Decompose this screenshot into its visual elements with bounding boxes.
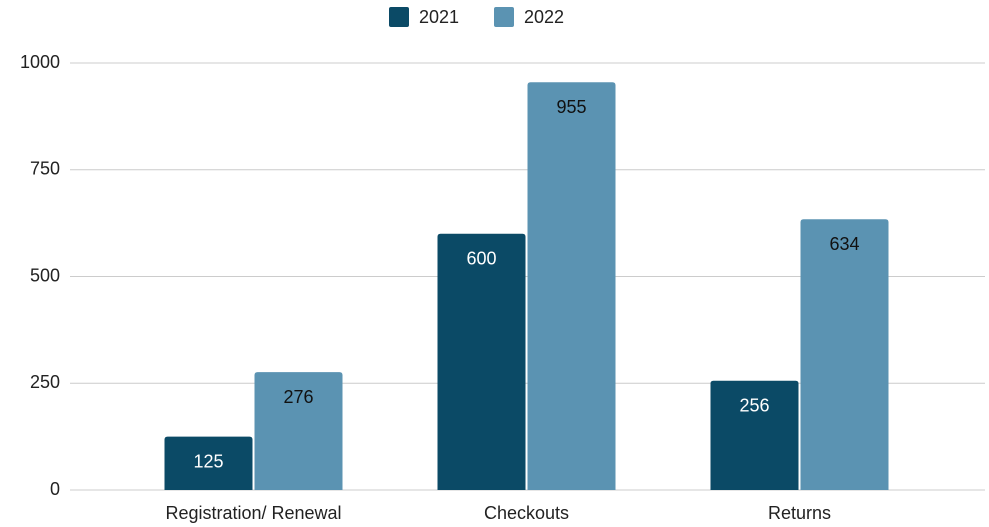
data-label: 125 (193, 451, 223, 471)
data-label: 276 (283, 387, 313, 407)
bar (164, 436, 253, 490)
data-label: 955 (556, 97, 586, 117)
x-tick-label: Returns (768, 503, 831, 523)
x-tick-label: Checkouts (484, 503, 569, 523)
y-tick-label: 0 (50, 479, 60, 499)
data-label: 634 (829, 234, 859, 254)
bar (254, 372, 343, 490)
data-label: 600 (466, 249, 496, 269)
bar (800, 219, 889, 491)
legend-swatch (494, 7, 514, 27)
legend-swatch (389, 7, 409, 27)
y-tick-label: 1000 (20, 52, 60, 72)
x-tick-label: Registration/ Renewal (165, 503, 341, 523)
legend-label: 2021 (419, 7, 459, 27)
y-tick-label: 250 (30, 372, 60, 392)
legend-label: 2022 (524, 7, 564, 27)
data-label: 256 (739, 395, 769, 415)
bar (710, 380, 799, 490)
y-tick-label: 500 (30, 265, 60, 285)
y-tick-label: 750 (30, 159, 60, 179)
bar (527, 82, 616, 490)
bar (437, 233, 526, 491)
